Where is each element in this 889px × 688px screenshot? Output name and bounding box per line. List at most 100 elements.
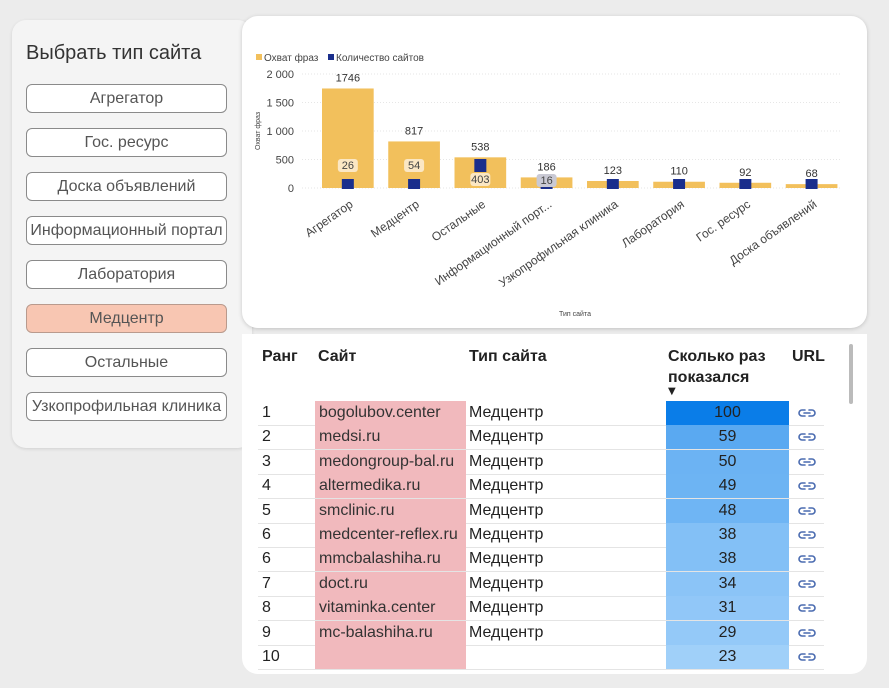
count-cell: 59 [666,425,789,450]
site-count-label-bg [337,159,358,172]
x-tick-label: Узкопрофильная клиника [496,197,621,290]
table-row[interactable]: 1 bogolubov.center Медцентр 100 [242,401,842,425]
slicer-item[interactable]: Доска объявлений [26,172,227,201]
slicer-item[interactable]: Информационный портал [26,216,227,245]
bar-reach-label: 110 [670,166,688,178]
slicer-item[interactable]: Узкопрофильная клиника [26,392,227,421]
count-cell: 34 [666,571,789,596]
bar-reach-label: 817 [405,125,423,137]
link-icon[interactable] [797,552,817,566]
y-axis-title: Охват фраз [255,112,262,150]
header-rank[interactable]: Ранг [262,348,298,365]
sort-descending-icon[interactable]: ▼ [668,386,676,397]
legend-swatch-sites [328,54,334,60]
link-icon[interactable] [797,455,817,469]
link-icon[interactable] [797,430,817,444]
bar-chart: Охват фраз Количество сайтов 0 500 1 000 1 50… [255,52,842,318]
table-row[interactable]: 4 altermedika.ru Медцентр 49 [242,474,842,499]
site-cell: bogolubov.center [315,401,466,425]
link-icon[interactable] [797,650,817,664]
header-url[interactable]: URL [792,348,825,365]
header-site[interactable]: Сайт [318,348,357,365]
table-scrollbar[interactable] [849,344,853,404]
marker-site-count [408,179,421,189]
slicer-item[interactable]: Гос. ресурс [26,128,227,157]
count-cell: 29 [666,620,789,645]
type-cell: Медцентр [469,526,544,543]
table-row[interactable]: 7 doct.ru Медцентр 34 [242,571,842,596]
rank-cell: 2 [262,428,271,446]
row-divider [258,425,824,426]
marker-site-count [673,179,686,189]
slicer-item[interactable]: Медцентр [26,304,227,333]
table-row[interactable]: 9 mc-balashiha.ru Медцентр 29 [242,620,842,645]
sites-table: Ранг Сайт Тип сайта Сколько раз показалс… [242,334,867,674]
site-count-label-bg [470,173,491,186]
header-type[interactable]: Тип сайта [469,348,547,365]
bar-reach-label: 92 [739,167,751,179]
marker-site-count [474,159,487,172]
table-row[interactable]: 3 medongroup-bal.ru Медцентр 50 [242,449,842,474]
table-row[interactable]: 8 vitaminka.center Медцентр 31 [242,596,842,621]
legend-label-sites: Количество сайтов [336,53,424,64]
bar-reach-label: 1746 [336,72,360,84]
link-icon[interactable] [797,504,817,518]
site-cell: medsi.ru [315,425,466,450]
site-count-label-bg [536,174,557,187]
link-icon[interactable] [797,479,817,493]
site-cell: vitaminka.center [315,596,466,621]
site-count-label: 403 [471,174,489,186]
row-divider [258,595,824,597]
table-row[interactable]: 5 smclinic.ru Медцентр 48 [242,498,842,523]
site-cell: medcenter-reflex.ru [315,523,466,547]
rank-cell: 1 [262,404,271,421]
x-tick-label: Медцентр [368,197,422,241]
header-count[interactable]: Сколько раз показался [668,346,766,388]
site-cell: doct.ru [315,571,466,596]
count-cell: 49 [666,474,789,499]
type-cell: Медцентр [469,404,544,421]
table-row[interactable]: 10 23 [242,645,842,669]
link-icon[interactable] [797,626,817,640]
link-icon[interactable] [797,601,817,615]
y-tick-label: 1 000 [266,126,294,138]
bar-reach-label: 123 [604,165,622,177]
slicer-title: Выбрать тип сайта [26,42,202,64]
x-tick-label: Гос. ресурс [693,197,753,245]
slicer-item[interactable]: Лаборатория [26,260,227,289]
x-tick-label: Остальные [429,197,489,245]
rank-cell: 3 [262,452,271,470]
header-count-line2: показался [668,369,750,386]
header-count-line1: Сколько раз [668,348,766,365]
marker-site-count [739,179,752,189]
y-tick-label: 0 [288,183,294,195]
link-icon[interactable] [797,406,817,420]
slicer-item[interactable]: Агрегатор [26,84,227,113]
type-cell: Медцентр [469,550,544,568]
chart-panel: Охват фраз Количество сайтов 0 500 1 000 1 50… [242,16,867,328]
site-cell: mmcbalashiha.ru [315,547,466,572]
type-cell: Медцентр [469,599,544,617]
site-count-label: 26 [342,160,354,172]
table-row[interactable]: 6 mmcbalashiha.ru Медцентр 38 [242,547,842,572]
type-cell: Медцентр [469,428,544,446]
site-count-label: 16 [540,175,552,187]
rank-cell: 4 [262,477,271,495]
site-cell [315,645,466,669]
count-cell: 38 [666,547,789,572]
site-type-slicer: Выбрать тип сайта Агрегатор Гос. ресурс До… [12,20,252,448]
slicer-item[interactable]: Остальные [26,348,227,377]
row-divider [258,498,824,500]
bar-reach-label: 186 [537,161,555,173]
table-row[interactable]: 2 medsi.ru Медцентр 59 [242,425,842,450]
row-divider [258,522,824,524]
y-tick-label: 500 [276,155,294,167]
row-divider [258,547,824,548]
table-row[interactable]: 6 medcenter-reflex.ru Медцентр 38 [242,523,842,547]
type-cell: Медцентр [469,452,544,470]
link-icon[interactable] [797,528,817,542]
link-icon[interactable] [797,577,817,591]
site-cell: altermedika.ru [315,474,466,499]
x-axis-title: Тип сайта [559,310,591,318]
rank-cell: 7 [262,574,271,592]
